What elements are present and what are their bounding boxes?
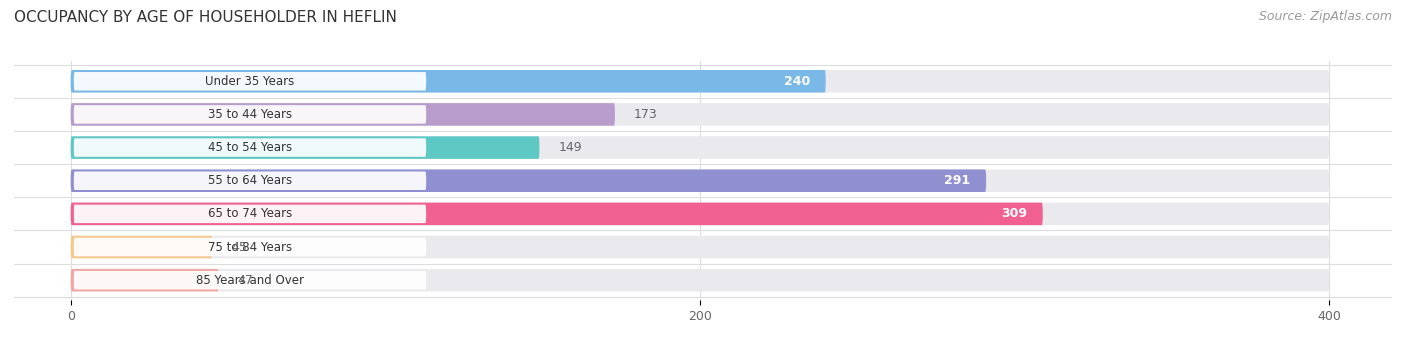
Text: 47: 47 [238,274,253,287]
Text: 149: 149 [558,141,582,154]
Text: 75 to 84 Years: 75 to 84 Years [208,240,292,254]
FancyBboxPatch shape [75,105,426,124]
Text: 65 to 74 Years: 65 to 74 Years [208,207,292,220]
FancyBboxPatch shape [75,172,426,190]
FancyBboxPatch shape [75,238,426,256]
Text: 240: 240 [783,75,810,88]
FancyBboxPatch shape [70,103,1329,126]
FancyBboxPatch shape [70,136,540,159]
Text: OCCUPANCY BY AGE OF HOUSEHOLDER IN HEFLIN: OCCUPANCY BY AGE OF HOUSEHOLDER IN HEFLI… [14,10,396,25]
FancyBboxPatch shape [70,269,1329,292]
FancyBboxPatch shape [75,205,426,223]
Text: 45 to 54 Years: 45 to 54 Years [208,141,292,154]
Text: Under 35 Years: Under 35 Years [205,75,295,88]
FancyBboxPatch shape [70,203,1043,225]
Text: 309: 309 [1001,207,1026,220]
FancyBboxPatch shape [70,169,986,192]
Text: 173: 173 [634,108,658,121]
FancyBboxPatch shape [70,169,1329,192]
FancyBboxPatch shape [70,103,614,126]
FancyBboxPatch shape [75,138,426,157]
FancyBboxPatch shape [70,203,1329,225]
Text: Source: ZipAtlas.com: Source: ZipAtlas.com [1258,10,1392,23]
FancyBboxPatch shape [70,70,1329,92]
FancyBboxPatch shape [75,72,426,90]
FancyBboxPatch shape [70,70,825,92]
FancyBboxPatch shape [70,236,1329,258]
FancyBboxPatch shape [75,271,426,290]
Text: 35 to 44 Years: 35 to 44 Years [208,108,292,121]
Text: 55 to 64 Years: 55 to 64 Years [208,174,292,187]
Text: 291: 291 [945,174,970,187]
FancyBboxPatch shape [70,236,212,258]
FancyBboxPatch shape [70,269,218,292]
FancyBboxPatch shape [70,136,1329,159]
Text: 85 Years and Over: 85 Years and Over [195,274,304,287]
Text: 45: 45 [231,240,247,254]
